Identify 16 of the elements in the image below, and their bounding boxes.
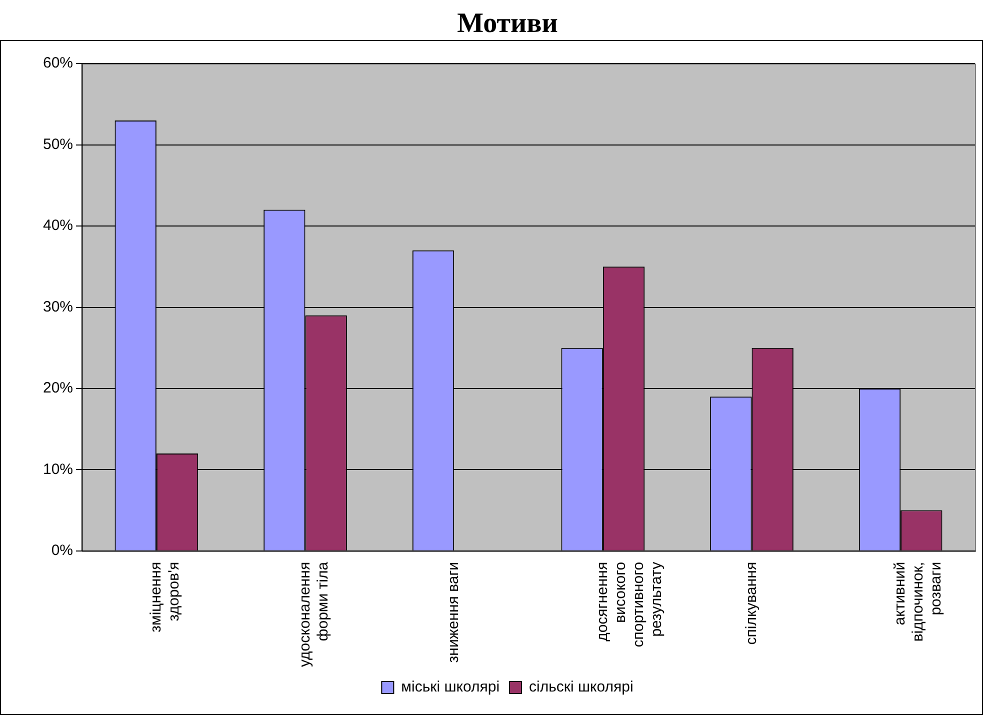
y-tick-label: 20% xyxy=(42,380,74,397)
y-tick-label: 40% xyxy=(42,217,74,234)
x-tick-label: досягнення високого спортивного результату xyxy=(594,561,666,648)
y-tick-label: 30% xyxy=(42,298,74,316)
x-tick-label: спілкування xyxy=(742,562,760,645)
y-tick-label: 60% xyxy=(42,54,74,72)
x-tick-label: зміцнення здоров'я xyxy=(148,562,183,632)
chart-title: Мотиви xyxy=(457,8,558,40)
x-tick-label: зниження ваги xyxy=(445,562,462,663)
x-tick-label: активний відпочинок, розваги xyxy=(892,562,945,642)
y-tick-label: 50% xyxy=(42,136,74,153)
y-tick-label: 0% xyxy=(51,542,74,560)
legend-label: міські школярі xyxy=(401,678,500,696)
y-tick-label: 10% xyxy=(42,460,74,478)
x-tick-label: удосконалення форми тіла xyxy=(296,561,332,668)
legend-label: сільскі школярі xyxy=(529,678,634,696)
